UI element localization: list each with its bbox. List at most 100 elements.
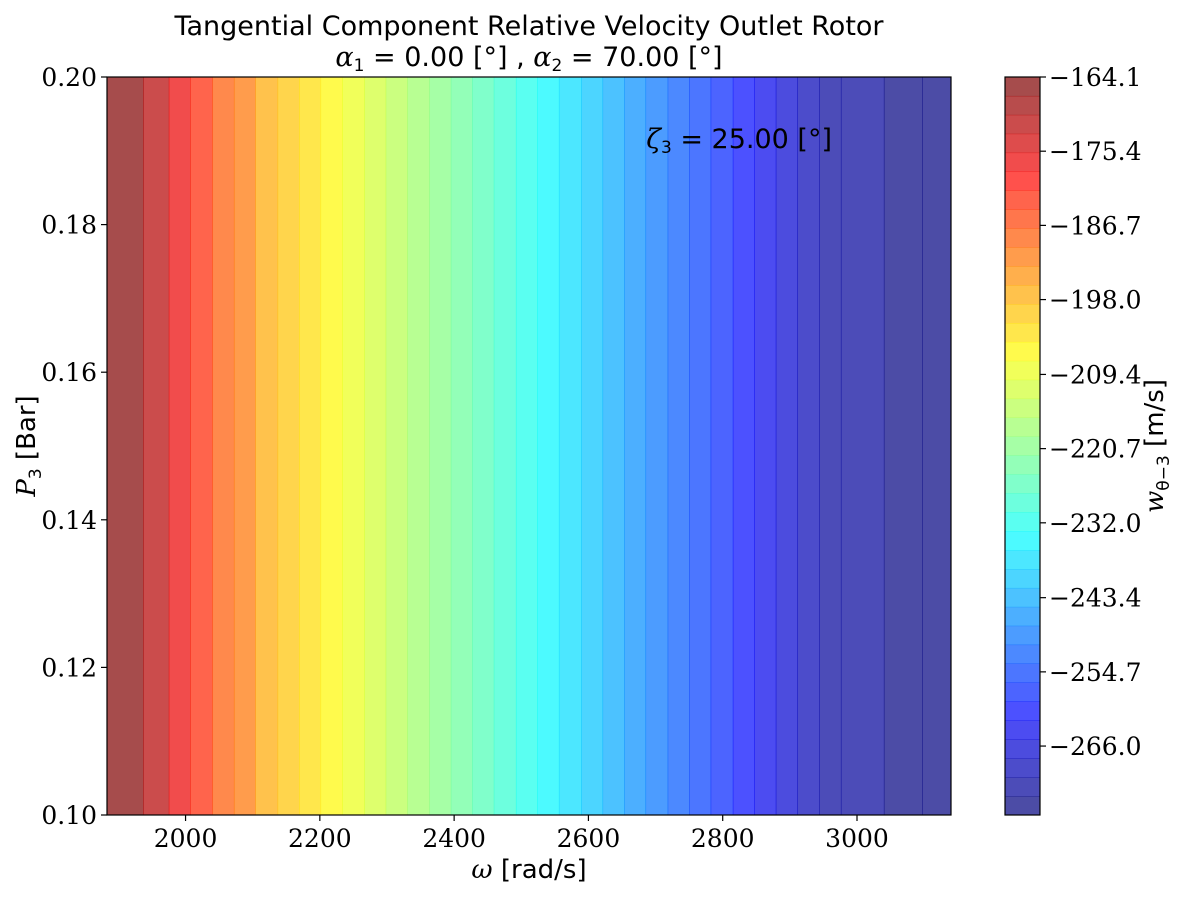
- y-tick-label: 0.12: [41, 653, 97, 682]
- colorbar-segment: [1005, 360, 1040, 381]
- colorbar-segment: [1005, 531, 1040, 551]
- contour-band: [385, 77, 408, 815]
- colorbar-tick-label: −198.0: [1049, 286, 1142, 315]
- contour-band: [233, 77, 256, 815]
- y-tick-label: 0.14: [41, 506, 97, 535]
- colorbar-segment: [1005, 247, 1040, 267]
- contour-band: [429, 77, 452, 815]
- contour-band: [212, 77, 235, 815]
- x-tick-label: 2800: [691, 824, 755, 853]
- x-tick-label: 2000: [154, 824, 218, 853]
- colorbar-segment: [1005, 285, 1040, 305]
- colorbar-tick-label: −243.4: [1049, 584, 1142, 613]
- colorbar-segment: [1005, 663, 1040, 683]
- colorbar-segment: [1005, 644, 1040, 665]
- colorbar-label: wθ−3 [m/s]: [1140, 379, 1174, 513]
- x-tick-label: 2200: [288, 824, 352, 853]
- contour-band: [922, 77, 951, 815]
- contour-band: [667, 77, 690, 815]
- contour-band: [624, 77, 647, 815]
- contour-band: [754, 77, 777, 815]
- y-tick-label: 0.16: [41, 358, 97, 387]
- colorbar-segment: [1005, 606, 1040, 627]
- colorbar-segment: [1005, 569, 1040, 589]
- chart-subtitle: α1 = 0.00 [°] , α2 = 70.00 [°]: [335, 42, 722, 76]
- contour-band: [190, 77, 214, 815]
- colorbar-segment: [1005, 739, 1040, 759]
- contour-band: [581, 77, 604, 815]
- colorbar-segment: [1005, 190, 1040, 210]
- colorbar-segment: [1005, 550, 1040, 570]
- colorbar-segment: [1005, 701, 1040, 721]
- contour-band: [143, 77, 170, 815]
- y-tick-label: 0.20: [41, 63, 97, 92]
- colorbar-segment: [1005, 625, 1040, 646]
- contour-bands: [107, 77, 951, 815]
- contour-band: [732, 77, 755, 815]
- colorbar-segment: [1005, 474, 1040, 494]
- x-axis-label: ω [rad/s]: [471, 855, 586, 885]
- x-tick-label: 2600: [557, 824, 621, 853]
- contour-band: [602, 77, 625, 815]
- colorbar-tick-label: −232.0: [1049, 509, 1142, 538]
- colorbar-segment: [1005, 455, 1040, 475]
- colorbar-segment: [1005, 682, 1040, 702]
- colorbar-segment: [1005, 77, 1040, 97]
- colorbar-tick-label: −266.0: [1049, 732, 1142, 761]
- colorbar-segment: [1005, 152, 1040, 173]
- colorbar-segment: [1005, 95, 1040, 116]
- contour-band: [493, 77, 517, 815]
- contour-band: [364, 77, 387, 815]
- y-axis-label: P3 [Bar]: [12, 395, 46, 497]
- colorbar-tick-label: −220.7: [1049, 435, 1142, 464]
- contour-band: [450, 77, 473, 815]
- colorbar-segment: [1005, 114, 1040, 135]
- contour-band: [320, 77, 343, 815]
- colorbar-segment: [1005, 171, 1040, 191]
- colorbar-tick-label: −254.7: [1049, 658, 1142, 687]
- contour-band: [840, 77, 885, 815]
- colorbar-frame: [1004, 76, 1041, 816]
- contour-band: [797, 77, 820, 815]
- colorbar-segment: [1005, 796, 1040, 816]
- colorbar-segment: [1005, 436, 1040, 456]
- colorbar-segment: [1005, 720, 1040, 740]
- contour-band: [775, 77, 798, 815]
- colorbar-segment: [1005, 341, 1040, 362]
- y-axis-ticks: 0.10 0.12 0.14 0.16 0.18 0.20: [41, 63, 107, 830]
- colorbar-segment: [1005, 133, 1040, 154]
- contour-band: [689, 77, 712, 815]
- colorbar-tick-label: −186.7: [1049, 211, 1142, 240]
- colorbar-segment: [1005, 398, 1040, 419]
- x-tick-label: 2400: [422, 824, 486, 853]
- contour-band: [299, 77, 322, 815]
- colorbar-tick-label: −164.1: [1049, 63, 1142, 92]
- colorbar: [1005, 77, 1040, 816]
- contour-band: [342, 77, 365, 815]
- colorbar-segment: [1005, 209, 1040, 229]
- colorbar-segment: [1005, 758, 1040, 778]
- contour-band: [537, 77, 560, 815]
- colorbar-tick-label: −209.4: [1049, 360, 1142, 389]
- contour-band: [407, 77, 430, 815]
- colorbar-tick-label: −175.4: [1049, 137, 1142, 166]
- contour-band: [515, 77, 538, 815]
- contour-band: [277, 77, 300, 815]
- colorbar-segment: [1005, 512, 1040, 532]
- x-axis-ticks: 2000 2200 2400 2600 2800 3000: [154, 815, 889, 853]
- y-tick-label: 0.18: [41, 211, 97, 240]
- contour-band: [107, 77, 144, 815]
- chart-title: Tangential Component Relative Velocity O…: [173, 11, 884, 42]
- colorbar-segment: [1005, 379, 1040, 400]
- colorbar-segment: [1005, 228, 1040, 248]
- zeta-annotation: ζ3 = 25.00 [°]: [646, 124, 832, 158]
- contour-band: [168, 77, 191, 815]
- contour-band: [558, 77, 582, 815]
- colorbar-ticks: −164.1 −175.4 −186.7 −198.0 −209.4 −220.7 −232…: [1040, 63, 1142, 761]
- colorbar-segment: [1005, 493, 1040, 513]
- contour-band: [819, 77, 842, 815]
- contour-band: [255, 77, 279, 815]
- colorbar-segment: [1005, 417, 1040, 437]
- x-tick-label: 3000: [825, 824, 889, 853]
